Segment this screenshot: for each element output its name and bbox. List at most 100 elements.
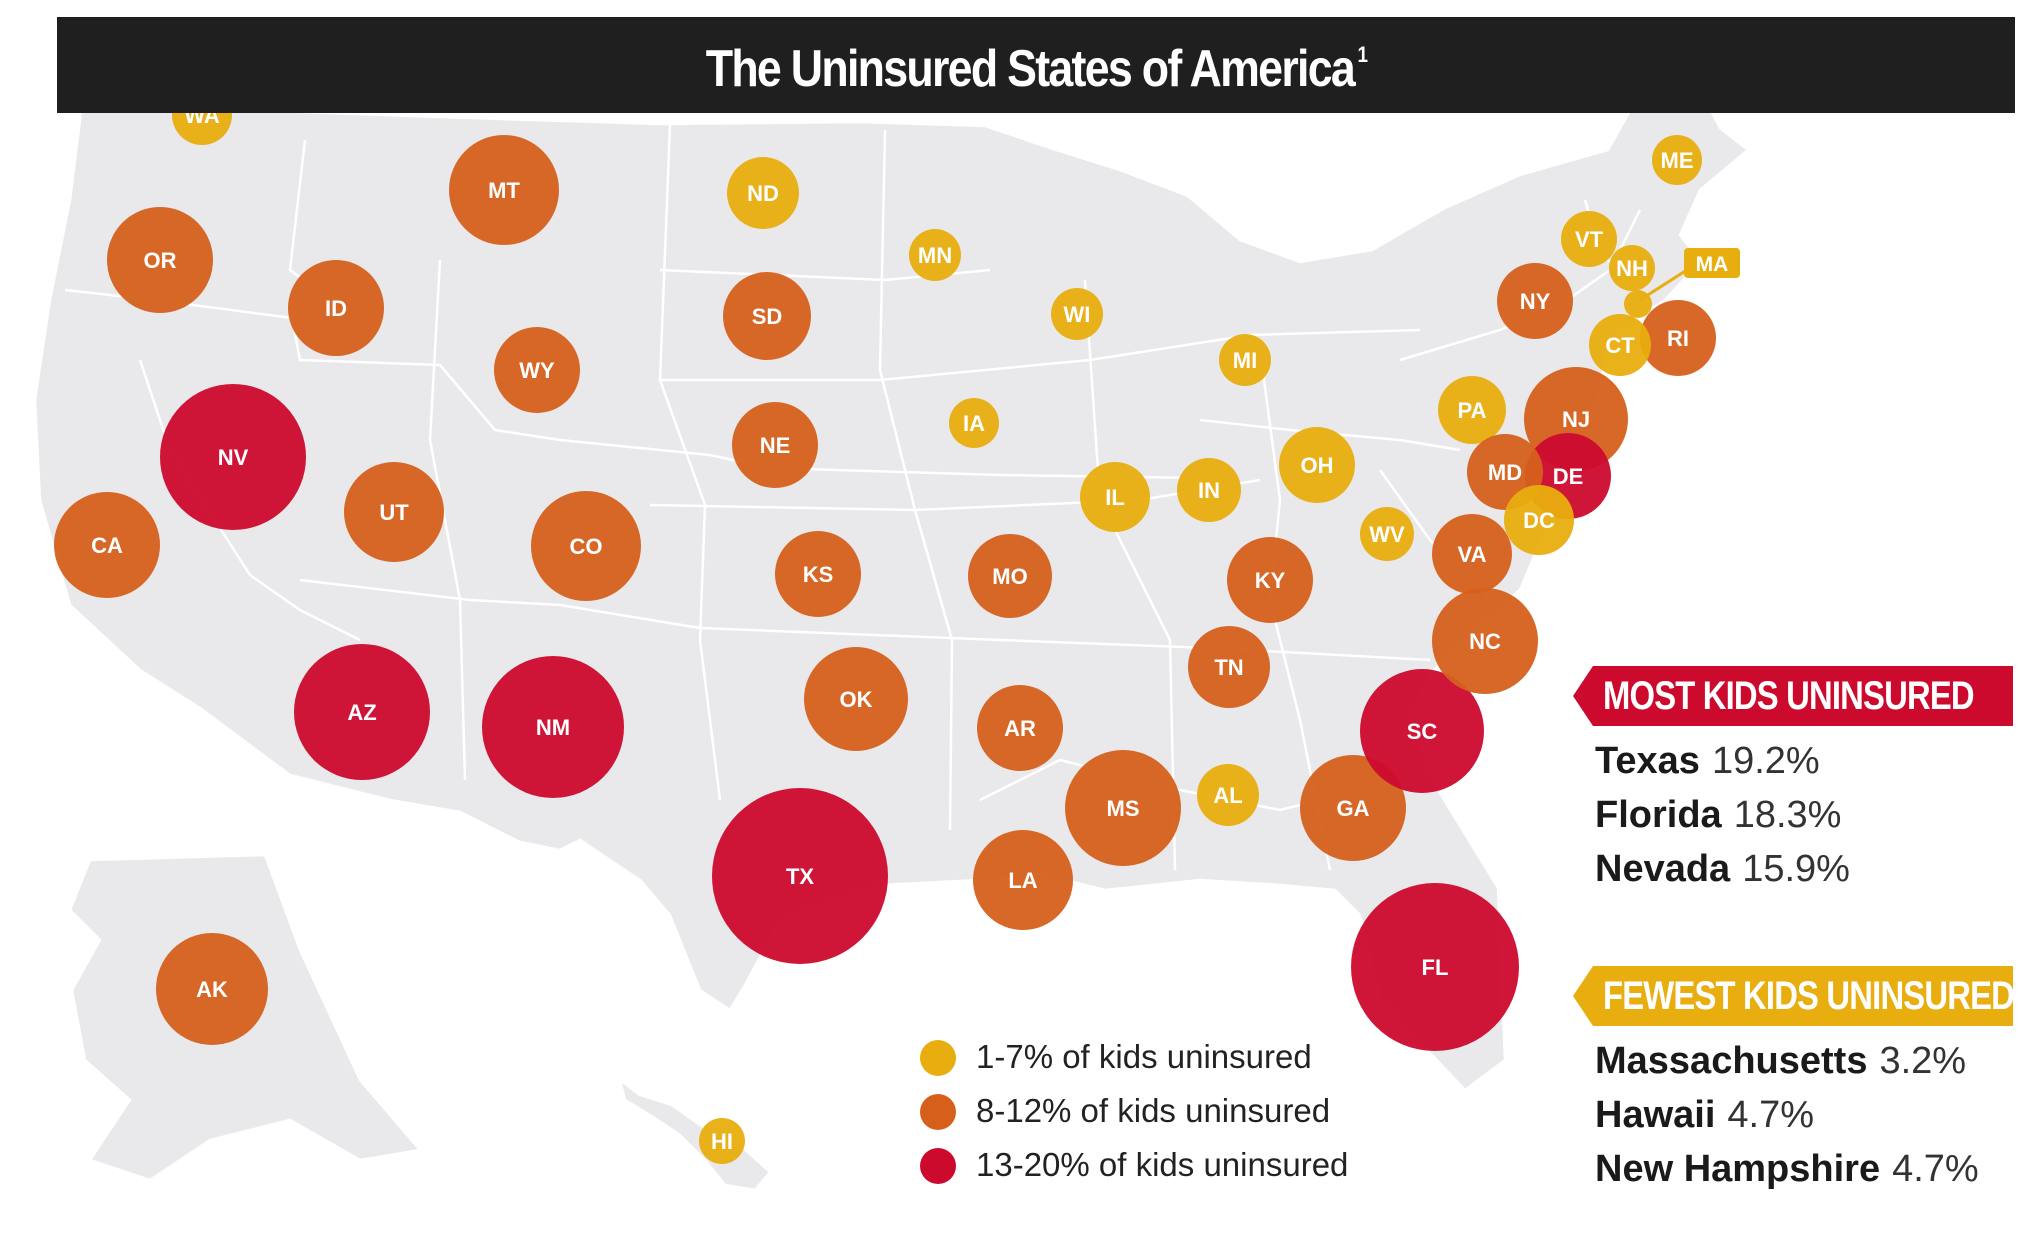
- state-label-nc: NC: [1469, 629, 1501, 654]
- state-border: [1199, 418, 1461, 452]
- ma-callout-box: [1684, 248, 1740, 278]
- state-bubble-mo: [968, 534, 1052, 618]
- most-uninsured-header: MOST KIDS UNINSURED: [1573, 666, 2013, 726]
- state-bubble-pa: [1438, 376, 1506, 444]
- state-label-fl: FL: [1422, 955, 1449, 980]
- state-label-ky: KY: [1255, 568, 1286, 593]
- state-bubble-ok: [804, 647, 908, 751]
- state-bubble-dc: [1504, 485, 1574, 555]
- state-bubble-ri: [1640, 300, 1716, 376]
- state-bubble-la: [973, 830, 1073, 930]
- state-bubble-id: [288, 260, 384, 356]
- state-border: [64, 288, 1201, 480]
- state-label-md: MD: [1488, 460, 1522, 485]
- state-bubble-nm: [482, 656, 624, 798]
- fewest-uninsured-panel: FEWEST KIDS UNINSURED Massachusetts 3.2% …: [1573, 966, 2013, 1202]
- state-label-va: VA: [1458, 542, 1487, 567]
- state-bubble-wy: [494, 327, 580, 413]
- state-bubble-az: [294, 644, 430, 780]
- state-bubble-hi: [699, 1118, 745, 1164]
- state-label-wi: WI: [1064, 302, 1091, 327]
- legend-label: 1-7% of kids uninsured: [976, 1038, 1312, 1075]
- state-bubble-tn: [1188, 626, 1270, 708]
- state-label-tx: TX: [786, 864, 814, 889]
- state-bubble-ct: [1589, 314, 1651, 376]
- state-label-ar: AR: [1004, 716, 1036, 741]
- state-bubble-ms: [1065, 750, 1181, 866]
- state-bubble-al: [1197, 764, 1259, 826]
- state-label-il: IL: [1105, 485, 1125, 510]
- state-label-me: ME: [1661, 148, 1694, 173]
- state-label-hi: HI: [711, 1129, 733, 1154]
- state-bubble-oh: [1279, 427, 1355, 503]
- state-label-wy: WY: [519, 358, 555, 383]
- state-bubble-fl: [1351, 883, 1519, 1051]
- state-label-de: DE: [1553, 464, 1584, 489]
- state-bubble-vt: [1561, 211, 1617, 267]
- title-bar: The Uninsured States of America 1: [57, 17, 2015, 113]
- state-bubble-ks: [775, 531, 861, 617]
- list-item: Nevada 15.9%: [1595, 848, 1850, 890]
- state-border: [659, 268, 991, 282]
- state-label-sd: SD: [752, 304, 783, 329]
- state-label-tn: TN: [1214, 655, 1243, 680]
- state-bubble-ia: [949, 398, 999, 448]
- state-label-mt: MT: [488, 178, 520, 203]
- state-label-ny: NY: [1520, 289, 1551, 314]
- legend-dot-mid: [920, 1094, 956, 1130]
- most-uninsured-list: Texas 19.2% Florida 18.3% Nevada 15.9%: [1573, 740, 2013, 902]
- state-bubble-wv: [1360, 507, 1414, 561]
- state-label-vt: VT: [1575, 227, 1604, 252]
- state-label-ia: IA: [963, 411, 985, 436]
- list-item: Texas 19.2%: [1595, 740, 1820, 782]
- state-label-al: AL: [1213, 783, 1242, 808]
- state-label-nd: ND: [747, 181, 779, 206]
- state-label-ri: RI: [1667, 326, 1689, 351]
- fewest-uninsured-list: Massachusetts 3.2% Hawaii 4.7% New Hampshi…: [1573, 1040, 2013, 1202]
- state-bubble-va: [1432, 514, 1512, 594]
- state-bubble-ar: [977, 685, 1063, 771]
- state-bubble-il: [1080, 462, 1150, 532]
- state-bubble-wi: [1051, 288, 1103, 340]
- state-border: [1083, 279, 1177, 871]
- fewest-uninsured-header: FEWEST KIDS UNINSURED: [1573, 966, 2013, 1026]
- state-bubble-or: [107, 207, 213, 313]
- hawaii-shape: [617, 1076, 772, 1192]
- state-bubble-ma: [1624, 290, 1652, 318]
- state-label-oh: OH: [1301, 453, 1334, 478]
- title-footnote: 1: [1357, 41, 1368, 67]
- page-title: The Uninsured States of America 1: [705, 40, 1368, 98]
- state-bubble-co: [531, 491, 641, 601]
- legend-dot-low: [920, 1040, 956, 1076]
- state-label-ga: GA: [1337, 796, 1370, 821]
- state-label-ct: CT: [1605, 333, 1635, 358]
- state-bubble-mi: [1219, 334, 1271, 386]
- legend-dot-high: [920, 1148, 956, 1184]
- list-item: Massachusetts 3.2%: [1595, 1040, 1967, 1082]
- legend-label: 13-20% of kids uninsured: [976, 1146, 1349, 1183]
- state-bubble-nd: [727, 157, 799, 229]
- state-bubble-tx: [712, 788, 888, 964]
- state-bubble-sd: [723, 272, 811, 360]
- state-border: [138, 359, 361, 642]
- state-label-dc: DC: [1523, 508, 1555, 533]
- state-bubble-ga: [1300, 755, 1406, 861]
- list-item: New Hampshire 4.7%: [1595, 1148, 1979, 1190]
- state-border: [428, 259, 467, 781]
- state-bubbles: WAORCANVIDMTWYUTAZCONMNDSDNEKSOKTXMNIAMO…: [54, 85, 1728, 1164]
- list-item: Hawaii 4.7%: [1595, 1094, 1815, 1136]
- state-label-ms: MS: [1107, 796, 1140, 821]
- state-bubble-sc: [1360, 669, 1484, 793]
- list-item: Florida 18.3%: [1595, 794, 1842, 836]
- state-bubble-mn: [909, 229, 961, 281]
- state-label-id: ID: [325, 296, 347, 321]
- state-label-ks: KS: [803, 562, 834, 587]
- state-label-ut: UT: [379, 500, 409, 525]
- state-label-la: LA: [1008, 868, 1037, 893]
- state-bubble-in: [1177, 458, 1241, 522]
- state-label-ak: AK: [196, 977, 228, 1002]
- state-label-ca: CA: [91, 533, 123, 558]
- state-label-ne: NE: [760, 433, 791, 458]
- state-bubble-ak: [156, 933, 268, 1045]
